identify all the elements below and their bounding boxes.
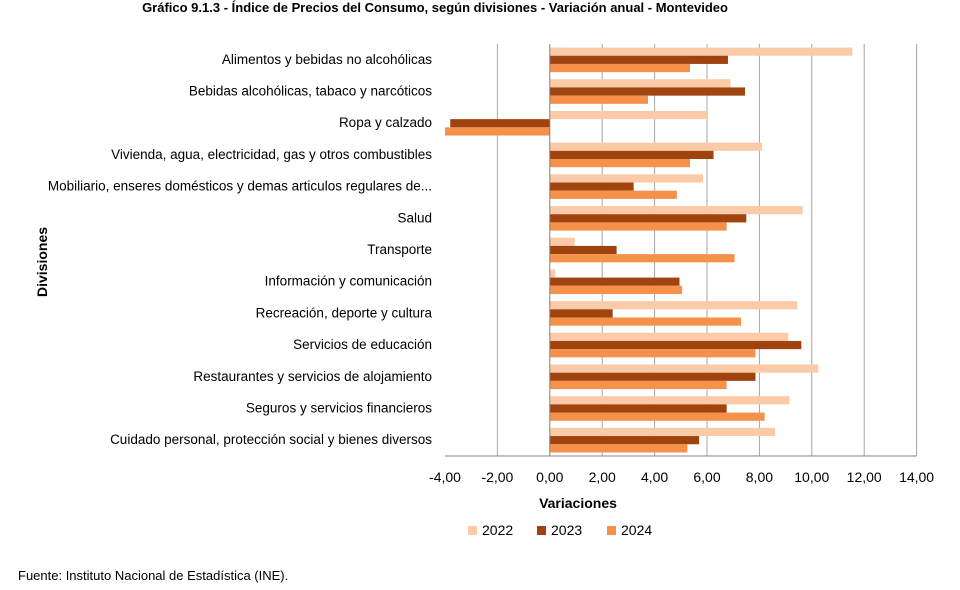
bar-2024 bbox=[549, 317, 742, 326]
bar-2024 bbox=[549, 254, 735, 263]
category-label: Restaurantes y servicios de alojamiento bbox=[193, 369, 432, 384]
category-label: Recreación, deporte y cultura bbox=[256, 305, 433, 320]
category-label: Mobiliario, enseres domésticos y demas a… bbox=[48, 179, 432, 194]
category-label: Ropa y calzado bbox=[339, 115, 432, 130]
category-label: Seguros y servicios financieros bbox=[246, 400, 432, 415]
axes bbox=[445, 44, 917, 457]
bar-2023 bbox=[549, 436, 700, 445]
bar-2023 bbox=[549, 245, 617, 255]
chart-title: Gráfico 9.1.3 - Índice de Precios del Co… bbox=[142, 0, 728, 15]
bar-2022 bbox=[549, 79, 731, 88]
x-tick-label: -4,00 bbox=[429, 469, 461, 485]
bar-2023 bbox=[549, 340, 802, 350]
bar-2024 bbox=[549, 159, 690, 168]
bar-2024 bbox=[549, 222, 727, 231]
bar-2024 bbox=[549, 63, 690, 73]
x-tick-label: 6,00 bbox=[693, 469, 720, 485]
bar-2022 bbox=[549, 427, 776, 437]
category-label: Transporte bbox=[367, 242, 432, 257]
bar-2023 bbox=[549, 277, 680, 286]
bar-2024 bbox=[549, 349, 756, 358]
x-tick-label: -2,00 bbox=[481, 469, 513, 485]
bar-2023 bbox=[549, 214, 747, 223]
bar-2022 bbox=[549, 110, 707, 120]
category-label: Bebidas alcohólicas, tabaco y narcóticos bbox=[189, 84, 432, 99]
bar-2023 bbox=[549, 309, 613, 318]
category-label: Cuidado personal, protección social y bi… bbox=[110, 432, 432, 447]
bar-2022 bbox=[549, 364, 819, 373]
bar-2022 bbox=[549, 47, 853, 56]
bar-2022 bbox=[549, 396, 790, 405]
bar-2023 bbox=[549, 150, 714, 160]
y-axis-title: Divisiones bbox=[34, 227, 50, 297]
bars bbox=[445, 47, 853, 453]
legend-label-2023: 2023 bbox=[551, 522, 582, 538]
legend-swatch-2024 bbox=[607, 526, 616, 535]
bar-2023 bbox=[549, 372, 756, 381]
bar-2024 bbox=[549, 412, 765, 421]
x-tick-label: 14,00 bbox=[899, 469, 934, 485]
category-label: Salud bbox=[397, 210, 432, 225]
bar-2023 bbox=[549, 87, 745, 96]
category-label: Información y comunicación bbox=[265, 274, 432, 289]
category-labels: Alimentos y bebidas no alcohólicas Bebida… bbox=[48, 52, 433, 447]
bar-2024 bbox=[445, 127, 550, 136]
category-label: Servicios de educación bbox=[293, 337, 432, 352]
bar-2024 bbox=[549, 190, 677, 199]
legend-swatch-2023 bbox=[537, 526, 546, 535]
bar-2024 bbox=[549, 95, 649, 104]
x-tick-label: 4,00 bbox=[641, 469, 668, 485]
legend-label-2024: 2024 bbox=[621, 522, 652, 538]
bar-2022 bbox=[549, 174, 704, 183]
x-tick-label: 12,00 bbox=[847, 469, 882, 485]
legend-label-2022: 2022 bbox=[482, 522, 513, 538]
bar-2023 bbox=[549, 182, 634, 191]
bar-2022 bbox=[549, 332, 789, 341]
bar-2023 bbox=[450, 119, 550, 128]
x-tick-labels: -4,00 -2,00 0,00 2,00 4,00 6,00 8,00 10,00 12,00… bbox=[429, 469, 934, 485]
bar-2022 bbox=[549, 142, 763, 151]
x-axis-title: Variaciones bbox=[539, 495, 617, 511]
legend: 2022 2023 2024 bbox=[468, 522, 652, 538]
bar-2023 bbox=[549, 55, 728, 64]
bar-2023 bbox=[549, 404, 727, 413]
category-label: Vivienda, agua, electricidad, gas y otro… bbox=[111, 147, 432, 162]
bar-2024 bbox=[549, 380, 727, 390]
bar-2022 bbox=[549, 269, 556, 278]
bar-2024 bbox=[549, 285, 683, 294]
x-tick-label: 2,00 bbox=[589, 469, 616, 485]
bar-2022 bbox=[549, 301, 798, 310]
x-tick-label: 8,00 bbox=[746, 469, 773, 485]
legend-swatch-2022 bbox=[468, 526, 477, 535]
category-label: Alimentos y bebidas no alcohólicas bbox=[222, 52, 432, 67]
x-tick-label: 0,00 bbox=[536, 469, 563, 485]
bar-2022 bbox=[549, 237, 575, 246]
source-note: Fuente: Instituto Nacional de Estadístic… bbox=[18, 568, 289, 583]
bar-2024 bbox=[549, 444, 688, 453]
bar-2022 bbox=[549, 206, 803, 215]
x-tick-label: 10,00 bbox=[794, 469, 829, 485]
